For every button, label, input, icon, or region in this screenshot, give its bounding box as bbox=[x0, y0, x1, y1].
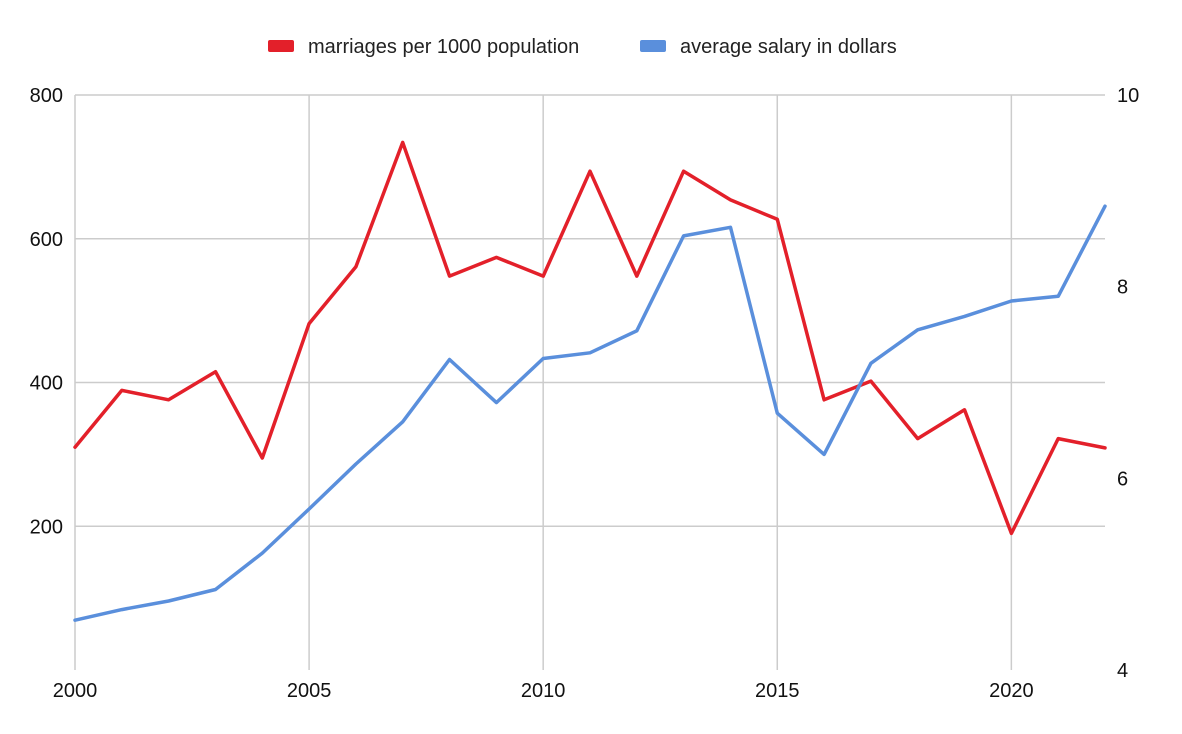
legend-swatch bbox=[268, 40, 294, 52]
y-right-tick-label: 4 bbox=[1117, 660, 1128, 682]
y-right-tick-label: 8 bbox=[1117, 277, 1128, 299]
x-tick-label: 2000 bbox=[53, 680, 98, 702]
legend: marriages per 1000 population average sal… bbox=[268, 36, 897, 58]
axis-labels: 200 400 600 800 4 6 8 10 2000 2005 2010 2015 2020 bbox=[30, 85, 1140, 702]
x-tick-label: 2015 bbox=[755, 680, 800, 702]
series-line-0 bbox=[73, 140, 1107, 536]
y-left-tick-label: 400 bbox=[30, 373, 63, 395]
x-tick-label: 2010 bbox=[521, 680, 566, 702]
x-tick-label: 2020 bbox=[989, 680, 1034, 702]
legend-swatch bbox=[640, 40, 666, 52]
legend-label: average salary in dollars bbox=[680, 36, 897, 58]
y-right-tick-label: 6 bbox=[1117, 468, 1128, 490]
legend-label: marriages per 1000 population bbox=[308, 36, 579, 58]
legend-item: average salary in dollars bbox=[640, 36, 897, 58]
series-lines bbox=[73, 140, 1107, 622]
series-line-1 bbox=[73, 204, 1107, 622]
y-left-tick-label: 800 bbox=[30, 85, 63, 107]
legend-item: marriages per 1000 population bbox=[268, 36, 579, 58]
x-tick-label: 2005 bbox=[287, 680, 332, 702]
y-right-tick-label: 10 bbox=[1117, 85, 1139, 107]
gridlines bbox=[74, 94, 1105, 670]
y-left-tick-label: 600 bbox=[30, 229, 63, 251]
y-left-tick-label: 200 bbox=[30, 516, 63, 538]
